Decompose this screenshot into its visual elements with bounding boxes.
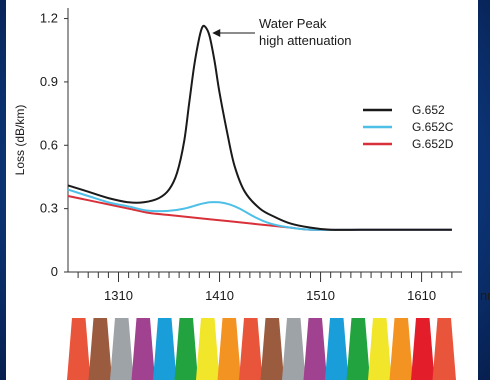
band <box>67 318 91 380</box>
wavelength-bands <box>67 318 456 380</box>
legend-label: G.652 <box>412 103 445 117</box>
legend: G.652 G.652C G.652D <box>363 103 454 151</box>
band <box>432 318 456 380</box>
y-tick-label: 0.9 <box>40 74 58 89</box>
x-tick-label: 1610 <box>407 288 436 303</box>
band <box>174 318 198 380</box>
band <box>346 318 370 380</box>
annotation-arrowhead <box>212 29 221 37</box>
band <box>110 318 134 380</box>
y-tick-label: 0.3 <box>40 201 58 216</box>
y-tick-label: 0.6 <box>40 137 58 152</box>
x-tick-label: 1510 <box>306 288 335 303</box>
series-line-g652 <box>67 24 452 231</box>
annotation-line2: high attenuation <box>259 33 352 48</box>
axes: Loss (dB/km) nm <box>13 8 490 303</box>
annotation-line1: Water Peak <box>259 16 327 31</box>
band <box>368 318 392 380</box>
band <box>217 318 241 380</box>
x-ticks: 1310 1410 1510 1610 <box>77 272 453 303</box>
y-tick-label: 1.2 <box>40 11 58 26</box>
band <box>260 318 284 380</box>
band <box>131 318 155 380</box>
legend-label: G.652C <box>412 120 454 134</box>
band <box>411 318 435 380</box>
series-lines <box>67 24 452 231</box>
y-axis-title: Loss (dB/km) <box>13 105 27 176</box>
y-tick-label: 0 <box>51 264 58 279</box>
band <box>88 318 112 380</box>
y-ticks: 0 0.3 0.6 0.9 1.2 <box>40 11 68 279</box>
band <box>303 318 327 380</box>
band <box>389 318 413 380</box>
x-axis-unit: nm <box>480 288 490 303</box>
band <box>325 318 349 380</box>
x-tick-label: 1310 <box>104 288 133 303</box>
water-peak-annotation: Water Peak high attenuation <box>212 16 352 48</box>
band <box>282 318 306 380</box>
band <box>196 318 220 380</box>
legend-label: G.652D <box>412 137 454 151</box>
x-tick-label: 1410 <box>205 288 234 303</box>
band <box>153 318 177 380</box>
band <box>239 318 263 380</box>
